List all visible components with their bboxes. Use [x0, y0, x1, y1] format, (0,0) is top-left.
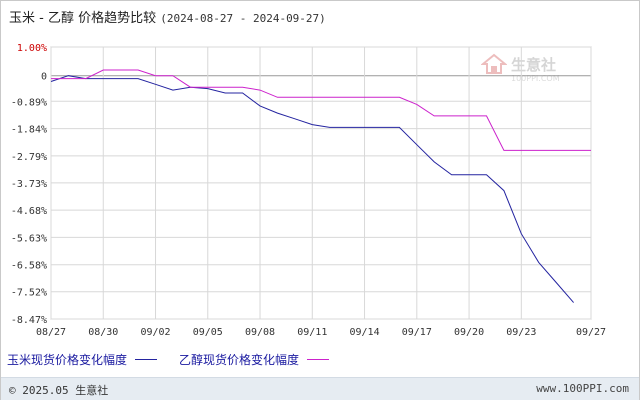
legend-label-corn: 玉米现货价格变化幅度	[7, 353, 128, 367]
x-tick-label: 09/17	[402, 327, 432, 338]
legend-item-corn: 玉米现货价格变化幅度	[7, 351, 158, 368]
x-tick-label: 09/11	[297, 327, 327, 338]
x-tick-label: 09/05	[193, 327, 223, 338]
y-tick-label: 0	[41, 72, 47, 83]
chart-title: 玉米 - 乙醇 价格趋势比较 (2024-08-27 - 2024-09-27)	[9, 7, 326, 26]
watermark-url: 100PPI.COM	[511, 74, 560, 83]
legend-swatch-ethanol	[307, 359, 330, 360]
x-tick-label: 09/14	[349, 327, 379, 338]
x-tick-label: 09/02	[140, 327, 170, 338]
y-tick-label: -8.47%	[11, 315, 47, 326]
footer-site-link[interactable]: www.100PPI.com	[536, 382, 629, 395]
x-tick-label: 09/08	[245, 327, 275, 338]
x-tick-label: 08/30	[88, 327, 118, 338]
y-tick-label: -4.68%	[11, 206, 47, 217]
x-tick-label: 09/20	[454, 327, 484, 338]
line-chart: 1.00% 0 -0.89% -1.84% -2.79% -3.73% -4.68% -5.6…	[11, 43, 606, 338]
y-tick-label: -5.63%	[11, 233, 47, 244]
y-tick-label: -2.79%	[11, 152, 47, 163]
x-tick-label: 09/27	[576, 327, 606, 338]
y-tick-label: -3.73%	[11, 179, 47, 190]
x-tick-label: 09/23	[506, 327, 536, 338]
legend-item-ethanol: 乙醇现货价格变化幅度	[179, 351, 330, 368]
x-tick-label: 08/27	[36, 327, 66, 338]
footer-copyright: © 2025.05 生意社	[9, 384, 109, 397]
y-tick-label: -0.89%	[11, 97, 47, 108]
footer-bar: © 2025.05 生意社 www.100PPI.com	[1, 377, 639, 400]
legend-label-ethanol: 乙醇现货价格变化幅度	[179, 353, 300, 367]
watermark-brand: 生意社	[511, 55, 557, 74]
y-tick-label: -6.58%	[11, 261, 47, 272]
house-logo-icon	[481, 53, 507, 74]
chart-title-text: 玉米 - 乙醇 价格趋势比较	[9, 11, 157, 26]
chart-date-range: (2024-08-27 - 2024-09-27)	[160, 12, 326, 25]
watermark: 生意社 100PPI.COM	[481, 53, 560, 83]
legend: 玉米现货价格变化幅度 乙醇现货价格变化幅度	[7, 351, 351, 368]
y-tick-label: 1.00%	[17, 43, 47, 54]
legend-swatch-corn	[135, 359, 158, 360]
y-tick-label: -7.52%	[11, 288, 47, 299]
series-line-ethanol	[51, 69, 591, 151]
y-tick-label: -1.84%	[11, 125, 47, 136]
series-line-corn	[50, 75, 574, 303]
